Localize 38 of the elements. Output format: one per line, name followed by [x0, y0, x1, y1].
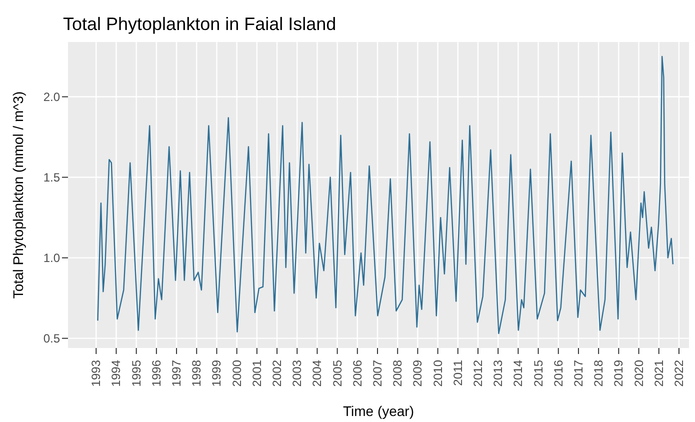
x-tick-label: 1994 — [109, 360, 124, 387]
y-tick-label: 1.5 — [43, 170, 60, 185]
x-tick-label: 2021 — [652, 360, 666, 387]
x-tick-label: 2017 — [571, 360, 586, 387]
y-tick-label: 0.5 — [43, 332, 60, 346]
x-tick-label: 2000 — [230, 360, 244, 387]
y-tick-label: 2.0 — [43, 90, 60, 104]
y-axis-title: Total Phytoplankton (mmol / m^3) — [10, 91, 26, 299]
x-tick-label: 2018 — [592, 360, 606, 387]
x-tick-label: 2016 — [551, 360, 566, 387]
x-tick-label: 2001 — [250, 360, 264, 387]
x-tick-label: 2014 — [511, 360, 526, 387]
x-tick-label: 1999 — [210, 360, 224, 387]
x-tick-label: 2022 — [672, 360, 686, 387]
x-tick-label: 2002 — [270, 360, 284, 387]
x-tick-label: 2013 — [491, 360, 506, 387]
x-tick-label: 2006 — [350, 360, 364, 387]
x-tick-label: 2004 — [310, 360, 324, 387]
x-tick-label: 1998 — [190, 360, 204, 387]
chart-title: Total Phytoplankton in Faial Island — [63, 14, 336, 35]
x-tick-label: 2011 — [450, 360, 465, 386]
x-tick-label: 2015 — [531, 360, 546, 387]
x-tick-label: 2005 — [330, 360, 344, 387]
y-tick-label: 1.0 — [43, 251, 60, 266]
x-tick-label: 2010 — [430, 360, 445, 387]
line-series — [97, 56, 674, 334]
x-tick-label: 1997 — [170, 360, 184, 387]
x-tick-label: 2009 — [410, 360, 425, 387]
x-tick-label: 2007 — [370, 360, 384, 387]
x-tick-label: 2008 — [390, 360, 405, 387]
x-tick-label: 1996 — [149, 360, 164, 387]
x-axis-title: Time (year) — [342, 403, 414, 419]
x-tick-label: 1993 — [89, 360, 104, 387]
x-tick-label: 2020 — [632, 360, 646, 387]
x-tick-label: 1995 — [129, 360, 144, 387]
x-tick-label: 2003 — [290, 360, 304, 387]
x-tick-label: 2012 — [470, 360, 485, 387]
x-tick-label: 2019 — [612, 360, 626, 387]
